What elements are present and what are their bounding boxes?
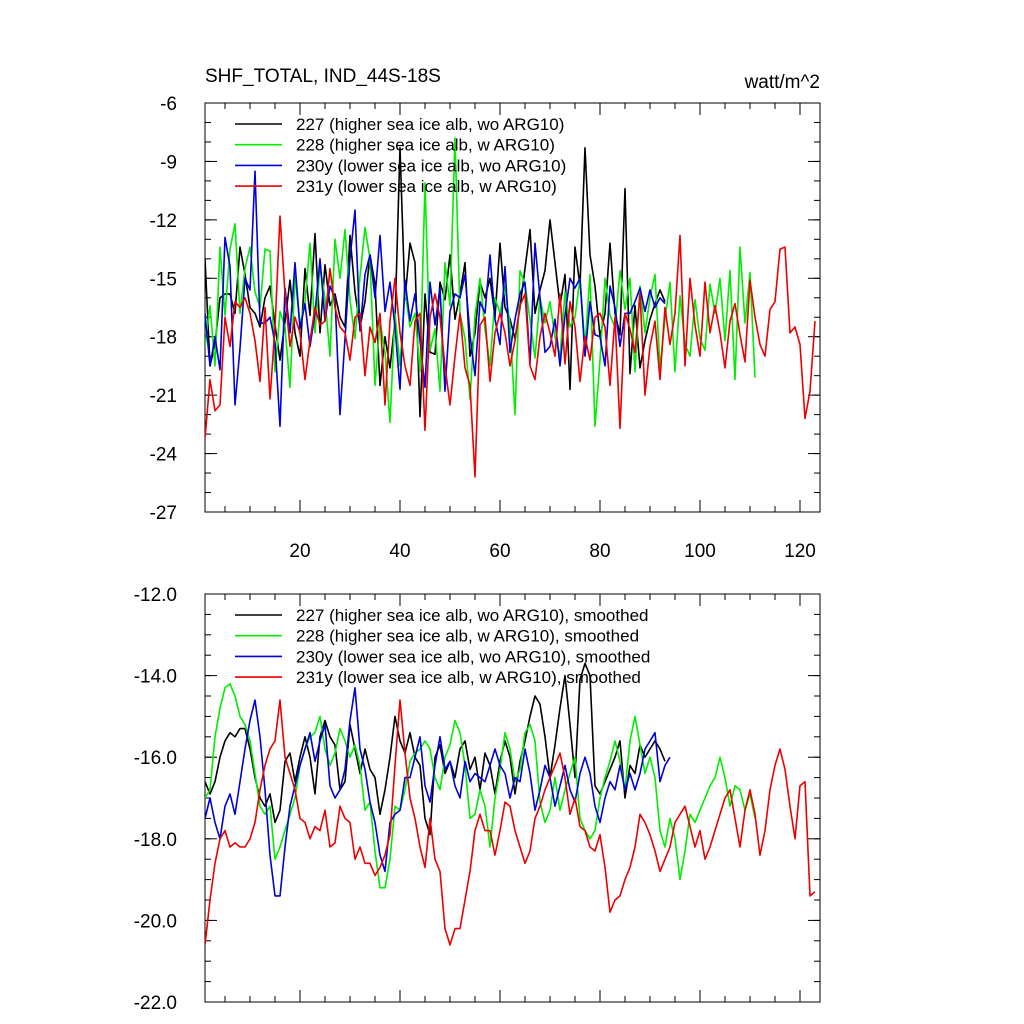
legend-label-1: 228 (higher sea ice alb, w ARG10), smoot… — [296, 627, 639, 646]
y-tick-label: -24 — [150, 445, 178, 466]
series-line-2 — [205, 170, 666, 428]
legend-label-0: 227 (higher sea ice alb, wo ARG10), smoo… — [296, 606, 648, 625]
y-tick-label: -6 — [160, 94, 177, 115]
x-tick-label: 40 — [389, 541, 410, 562]
x-tick-label: 100 — [684, 541, 716, 562]
units-label: watt/m^2 — [744, 72, 820, 93]
legend-label-3: 231y (lower sea ice alb, w ARG10), smoot… — [296, 668, 641, 687]
y-tick-label: -20.0 — [134, 911, 177, 932]
series-line-0 — [205, 147, 666, 418]
top-panel: -27 -24 -21 -18 -15 -12 -9 -6 20 40 60 80 100 120 227 … — [150, 94, 821, 562]
x-tick-label: 120 — [784, 541, 816, 562]
y-tick-label: -27 — [150, 503, 177, 524]
legend-label-3: 231y (lower sea ice alb, w ARG10) — [296, 177, 557, 196]
y-tick-label: -21 — [150, 386, 177, 407]
series-line-2 — [205, 686, 671, 897]
series-line-0 — [205, 662, 666, 836]
y-tick-label: -16.0 — [134, 748, 177, 769]
y-tick-label: -14.0 — [134, 667, 177, 688]
x-tick-label: 80 — [589, 541, 610, 562]
legend-label-2: 230y (lower sea ice alb, wo ARG10), smoo… — [296, 647, 650, 666]
y-tick-label: -15 — [150, 269, 177, 290]
legend-label-1: 228 (higher sea ice alb, w ARG10) — [296, 136, 555, 155]
series-line-3 — [205, 699, 816, 946]
y-tick-label: -12.0 — [134, 585, 177, 606]
series-line-3 — [205, 215, 816, 478]
y-tick-label: -18.0 — [134, 830, 177, 851]
y-tick-label: -12 — [150, 211, 177, 232]
x-tick-label: 20 — [289, 541, 310, 562]
legend-label-0: 227 (higher sea ice alb, wo ARG10) — [296, 115, 564, 134]
y-tick-label: -22.0 — [134, 993, 177, 1014]
chart-title: SHF_TOTAL, IND_44S-18S — [205, 66, 441, 87]
bottom-panel: -22.0 -20.0 -18.0 -16.0 -14.0 -12.0 227 (highe… — [134, 585, 821, 1014]
legend-label-2: 230y (lower sea ice alb, wo ARG10) — [296, 156, 566, 175]
x-tick-label: 60 — [489, 541, 510, 562]
y-tick-label: -18 — [150, 328, 177, 349]
plot-frame — [204, 102, 821, 513]
y-tick-label: -9 — [160, 152, 177, 173]
series-line-1 — [205, 682, 756, 889]
